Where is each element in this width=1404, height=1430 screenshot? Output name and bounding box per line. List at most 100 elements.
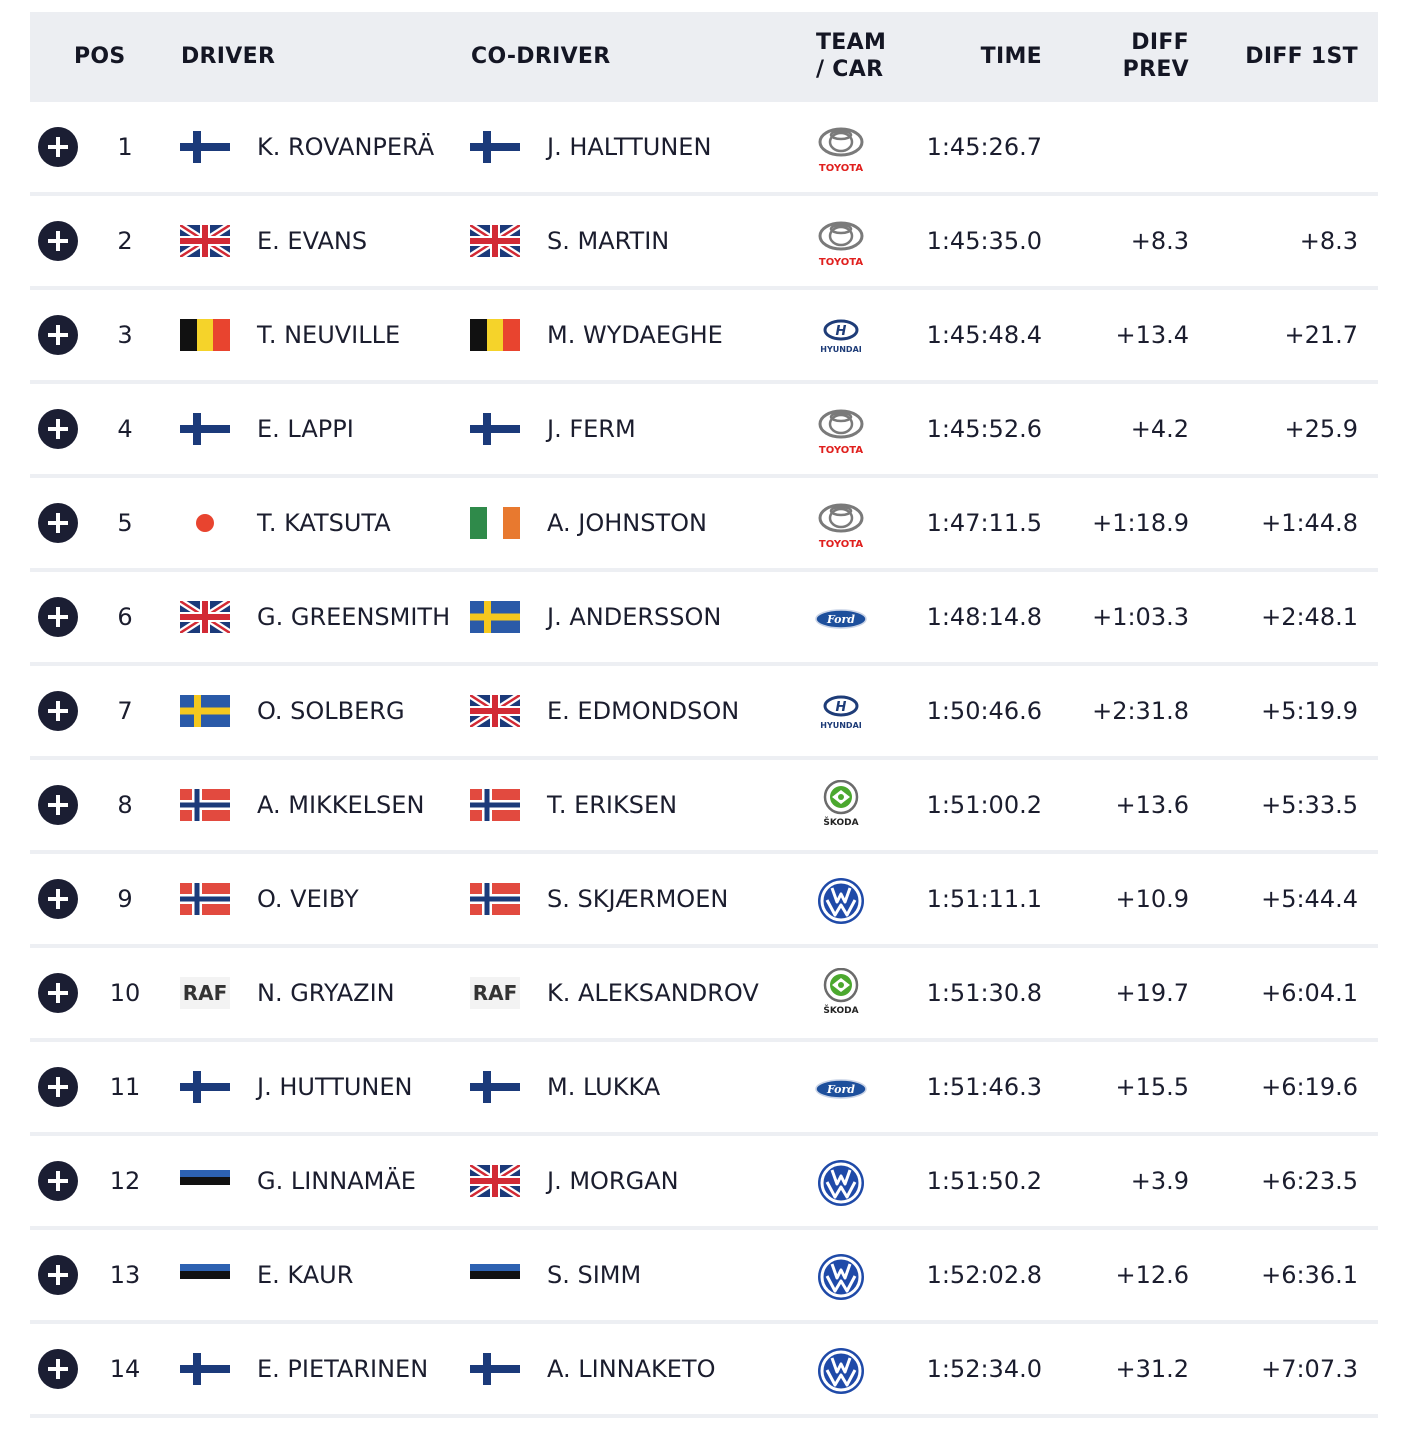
expand-row-button[interactable] bbox=[38, 409, 78, 449]
flag-gbr-icon bbox=[180, 225, 230, 257]
driver-name[interactable]: G. LINNAMÄE bbox=[257, 1167, 416, 1195]
expand-row-button[interactable] bbox=[38, 879, 78, 919]
table-row[interactable]: 4 E. LAPPI J. FERM TOYOTA 1:45:52.6 +4.2… bbox=[30, 384, 1378, 478]
column-header-driver[interactable]: DRIVER bbox=[181, 44, 276, 69]
driver-name[interactable]: O. VEIBY bbox=[257, 885, 359, 913]
flag-fin-icon bbox=[470, 1071, 520, 1103]
table-row[interactable]: 8 A. MIKKELSEN T. ERIKSEN ŠKODA 1:51:00.… bbox=[30, 760, 1378, 854]
toyota-logo-icon: TOYOTA bbox=[810, 404, 872, 458]
table-row[interactable]: 5 T. KATSUTA A. JOHNSTON TOYOTA 1:47:11.… bbox=[30, 478, 1378, 572]
position: 3 bbox=[117, 321, 133, 349]
table-header: POS DRIVER CO-DRIVER TEAM / CAR TIME DIF… bbox=[30, 12, 1378, 102]
table-row[interactable]: 12 G. LINNAMÄE J. MORGAN 1:51:50.2 +3.9 … bbox=[30, 1136, 1378, 1230]
column-header-diff-1st[interactable]: DIFF 1ST bbox=[1245, 44, 1358, 69]
skoda-logo-icon: ŠKODA bbox=[810, 968, 872, 1022]
driver-name[interactable]: E. KAUR bbox=[257, 1261, 354, 1289]
expand-row-button[interactable] bbox=[38, 973, 78, 1013]
vw-logo-icon bbox=[810, 1344, 872, 1398]
expand-row-button[interactable] bbox=[38, 503, 78, 543]
codriver-name[interactable]: J. HALTTUNEN bbox=[547, 133, 712, 161]
position: 2 bbox=[117, 227, 133, 255]
expand-row-button[interactable] bbox=[38, 1349, 78, 1389]
column-header-time[interactable]: TIME bbox=[980, 44, 1042, 69]
expand-row-button[interactable] bbox=[38, 691, 78, 731]
codriver-name[interactable]: A. LINNAKETO bbox=[547, 1355, 716, 1383]
expand-row-button[interactable] bbox=[38, 315, 78, 355]
codriver-name[interactable]: S. MARTIN bbox=[547, 227, 670, 255]
driver-name[interactable]: E. LAPPI bbox=[257, 415, 354, 443]
toyota-logo-icon: TOYOTA bbox=[810, 498, 872, 552]
total-time: 1:51:11.1 bbox=[926, 885, 1042, 913]
driver-name[interactable]: E. EVANS bbox=[257, 227, 368, 255]
position: 4 bbox=[117, 415, 133, 443]
table-row[interactable]: 11 J. HUTTUNEN M. LUKKA Ford 1:51:46.3 +… bbox=[30, 1042, 1378, 1136]
expand-row-button[interactable] bbox=[38, 1161, 78, 1201]
driver-name[interactable]: G. GREENSMITH bbox=[257, 603, 451, 631]
column-header-team-line1: TEAM bbox=[816, 30, 887, 55]
column-header-pos[interactable]: POS bbox=[74, 44, 126, 69]
table-row[interactable]: 13 E. KAUR S. SIMM 1:52:02.8 +12.6 +6:36… bbox=[30, 1230, 1378, 1324]
expand-row-button[interactable] bbox=[38, 1067, 78, 1107]
diff-1st: +21.7 bbox=[1284, 321, 1358, 349]
column-header-diff-prev[interactable]: DIFF PREV bbox=[1123, 29, 1189, 83]
codriver-name[interactable]: E. EDMONDSON bbox=[547, 697, 740, 725]
diff-prev: +8.3 bbox=[1130, 227, 1189, 255]
table-row[interactable]: 1 K. ROVANPERÄ J. HALTTUNEN TOYOTA 1:45:… bbox=[30, 102, 1378, 196]
total-time: 1:51:00.2 bbox=[926, 791, 1042, 819]
toyota-wordmark: TOYOTA bbox=[819, 163, 863, 174]
table-row[interactable]: 3 T. NEUVILLE M. WYDAEGHE H HYUNDAI 1:45… bbox=[30, 290, 1378, 384]
flag-swe-icon bbox=[470, 601, 520, 633]
expand-row-button[interactable] bbox=[38, 127, 78, 167]
position: 1 bbox=[117, 133, 133, 161]
table-row[interactable]: 6 G. GREENSMITH J. ANDERSSON Ford 1:48:1… bbox=[30, 572, 1378, 666]
codriver-name[interactable]: A. JOHNSTON bbox=[547, 509, 707, 537]
column-header-diff-prev-line2: PREV bbox=[1122, 57, 1189, 82]
diff-1st: +25.9 bbox=[1284, 415, 1358, 443]
codriver-name[interactable]: S. SKJÆRMOEN bbox=[547, 885, 729, 913]
driver-name[interactable]: J. HUTTUNEN bbox=[257, 1073, 413, 1101]
table-row[interactable]: 7 O. SOLBERG E. EDMONDSON H HYUNDAI 1:50… bbox=[30, 666, 1378, 760]
driver-name[interactable]: K. ROVANPERÄ bbox=[257, 133, 435, 161]
driver-name[interactable]: N. GRYAZIN bbox=[257, 979, 395, 1007]
table-row[interactable]: 14 E. PIETARINEN A. LINNAKETO 1:52:34.0 … bbox=[30, 1324, 1378, 1418]
position: 10 bbox=[109, 979, 141, 1007]
flag-est-icon bbox=[470, 1259, 520, 1291]
expand-row-button[interactable] bbox=[38, 1255, 78, 1295]
driver-name[interactable]: T. KATSUTA bbox=[257, 509, 391, 537]
column-header-team-car[interactable]: TEAM / CAR bbox=[816, 29, 886, 83]
total-time: 1:50:46.6 bbox=[926, 697, 1042, 725]
diff-prev: +2:31.8 bbox=[1092, 697, 1189, 725]
driver-name[interactable]: O. SOLBERG bbox=[257, 697, 405, 725]
diff-1st: +6:23.5 bbox=[1261, 1167, 1358, 1195]
codriver-name[interactable]: S. SIMM bbox=[547, 1261, 642, 1289]
codriver-name[interactable]: M. WYDAEGHE bbox=[547, 321, 723, 349]
table-row[interactable]: 10 RAF N. GRYAZIN RAF K. ALEKSANDROV ŠKO… bbox=[30, 948, 1378, 1042]
driver-name[interactable]: A. MIKKELSEN bbox=[257, 791, 425, 819]
svg-text:H: H bbox=[836, 324, 847, 339]
table-row[interactable]: 2 E. EVANS S. MARTIN TOYOTA 1:45:35.0 +8… bbox=[30, 196, 1378, 290]
flag-est-icon bbox=[180, 1259, 230, 1291]
flag-fin-icon bbox=[180, 1353, 230, 1385]
position: 9 bbox=[117, 885, 133, 913]
codriver-name[interactable]: J. ANDERSSON bbox=[547, 603, 722, 631]
codriver-name[interactable]: J. FERM bbox=[547, 415, 636, 443]
driver-name[interactable]: T. NEUVILLE bbox=[257, 321, 401, 349]
vw-logo-icon bbox=[810, 1156, 872, 1210]
flag-swe-icon bbox=[180, 695, 230, 727]
ford-logo-icon: Ford bbox=[810, 592, 872, 646]
expand-row-button[interactable] bbox=[38, 221, 78, 261]
svg-text:Ford: Ford bbox=[826, 1083, 855, 1096]
codriver-name[interactable]: T. ERIKSEN bbox=[547, 791, 678, 819]
total-time: 1:45:52.6 bbox=[926, 415, 1042, 443]
flag-fin-icon bbox=[470, 131, 520, 163]
expand-row-button[interactable] bbox=[38, 597, 78, 637]
driver-name[interactable]: E. PIETARINEN bbox=[257, 1355, 429, 1383]
expand-row-button[interactable] bbox=[38, 785, 78, 825]
diff-prev: +4.2 bbox=[1130, 415, 1189, 443]
codriver-name[interactable]: K. ALEKSANDROV bbox=[547, 979, 759, 1007]
table-row[interactable]: 9 O. VEIBY S. SKJÆRMOEN 1:51:11.1 +10.9 … bbox=[30, 854, 1378, 948]
column-header-codriver[interactable]: CO-DRIVER bbox=[471, 44, 611, 69]
flag-irl-icon bbox=[470, 507, 520, 539]
codriver-name[interactable]: J. MORGAN bbox=[547, 1167, 679, 1195]
codriver-name[interactable]: M. LUKKA bbox=[547, 1073, 661, 1101]
